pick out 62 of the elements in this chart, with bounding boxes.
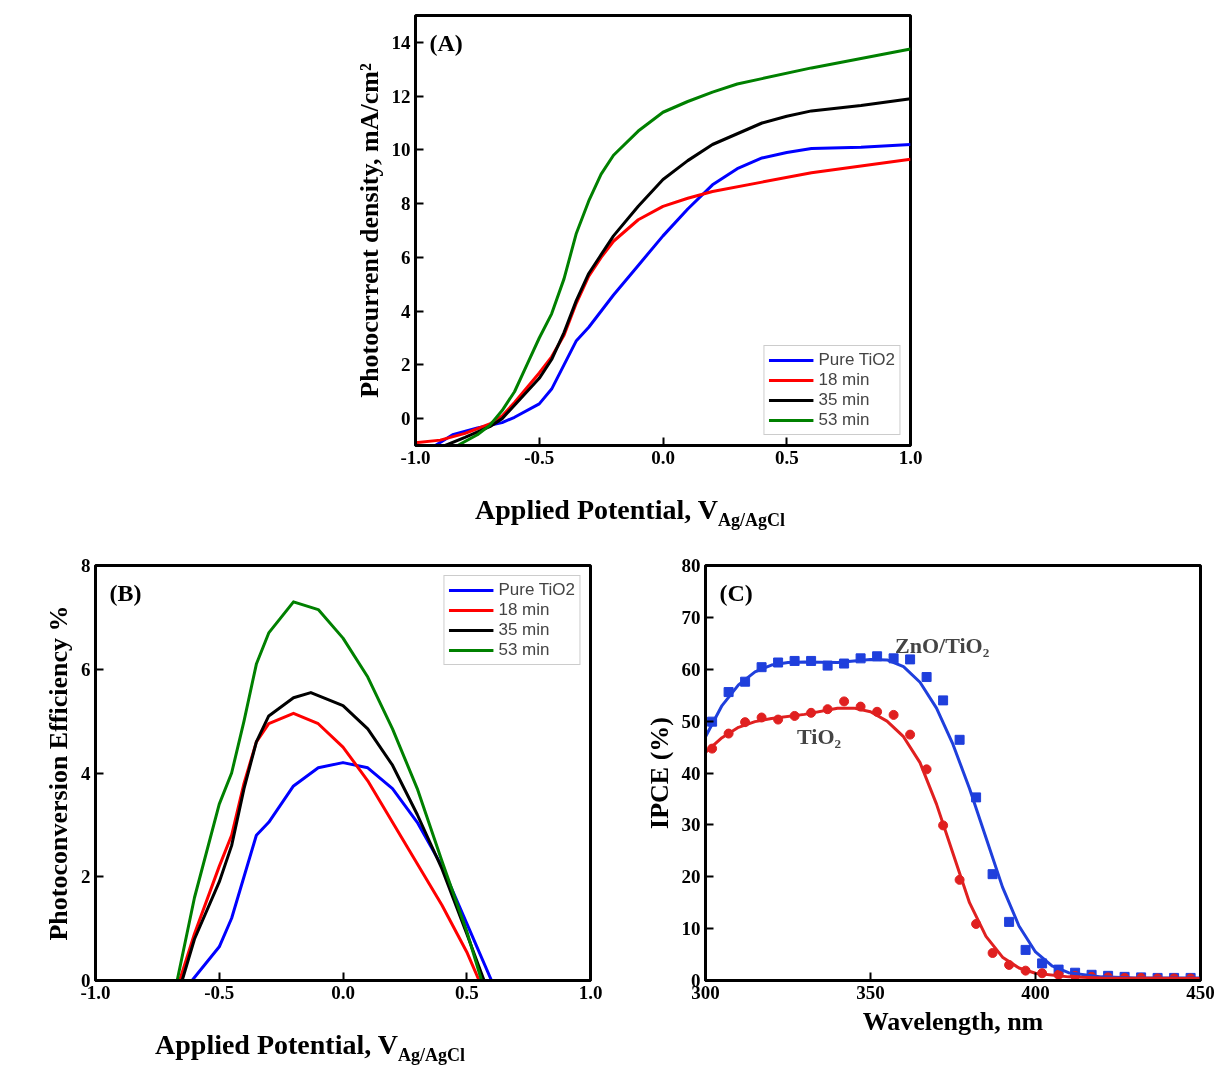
legend-label: 35 min — [818, 390, 870, 410]
legend-label: 18 min — [498, 600, 550, 620]
y-axis-title: Photoconversion Efficiency % — [44, 605, 73, 941]
y-tick-label: 60 — [681, 658, 701, 680]
y-axis-title: IPCE (%) — [644, 717, 674, 829]
point — [987, 869, 998, 880]
legend-label: 18 min — [818, 370, 870, 390]
y-tick-label: 0 — [401, 408, 411, 430]
y-tick-label: 8 — [81, 555, 91, 576]
point — [905, 729, 916, 740]
y-tick-label: 4 — [81, 762, 91, 784]
x-axis-title: Applied Potential, V$_{Ag/AgCl}$ — [475, 493, 785, 532]
x-tick-label: 450 — [1186, 981, 1215, 1003]
point — [839, 696, 850, 707]
x-tick-label: 350 — [856, 981, 885, 1003]
y-tick-label: 14 — [391, 31, 411, 53]
x-tick-label: 0.5 — [774, 446, 799, 468]
x-axis-title: Applied Potential, V$_{Ag/AgCl}$ — [155, 1028, 465, 1067]
x-tick-label: -1.0 — [400, 446, 431, 468]
point — [954, 734, 965, 745]
y-tick-label: 70 — [681, 606, 701, 628]
y-tick-label: 20 — [681, 866, 701, 888]
x-tick-label: 0.0 — [331, 981, 355, 1003]
x-tick-label: -0.5 — [524, 446, 555, 468]
annotation: (C) — [719, 579, 753, 606]
y-axis-title: Photocurrent density, mA/cm² — [354, 63, 384, 398]
y-tick-label: 6 — [81, 658, 91, 680]
point — [1004, 916, 1015, 927]
annotation: (B) — [109, 579, 142, 606]
legend-label: Pure TiO2 — [498, 580, 575, 600]
y-tick-label: 10 — [681, 918, 701, 940]
point — [1020, 944, 1031, 955]
y-tick-label: 4 — [401, 300, 411, 322]
y-tick-label: 10 — [391, 139, 411, 161]
y-tick-label: 40 — [681, 762, 701, 784]
x-tick-label: 1.0 — [578, 981, 603, 1003]
legend-label: 53 min — [498, 640, 550, 660]
x-axis-title: Wavelength, nm — [862, 1006, 1044, 1036]
x-tick-label: 0.5 — [454, 981, 479, 1003]
x-tick-label: 400 — [1021, 981, 1050, 1003]
y-tick-label: 12 — [391, 85, 411, 107]
y-tick-label: 6 — [401, 246, 411, 268]
y-tick-label: 8 — [401, 193, 411, 215]
legend-label: Pure TiO2 — [818, 350, 895, 370]
annotation: (A) — [429, 29, 463, 56]
y-tick-label: 2 — [81, 866, 91, 888]
y-tick-label: 50 — [681, 710, 701, 732]
point — [987, 948, 998, 958]
series-label: TiO₂ — [797, 724, 842, 750]
legend-label: 53 min — [818, 410, 870, 430]
point — [888, 709, 899, 720]
x-tick-label: 1.0 — [898, 446, 923, 468]
line-series — [175, 600, 484, 981]
legend-label: 35 min — [498, 620, 550, 640]
point — [921, 672, 932, 683]
y-tick-label: 30 — [681, 814, 701, 836]
series-label: ZnO/TiO₂ — [895, 633, 990, 659]
y-tick-label: 2 — [401, 354, 411, 376]
x-tick-label: 0.0 — [651, 446, 675, 468]
y-tick-label: 80 — [681, 555, 701, 576]
x-tick-label: -0.5 — [204, 981, 235, 1003]
point — [938, 695, 949, 706]
